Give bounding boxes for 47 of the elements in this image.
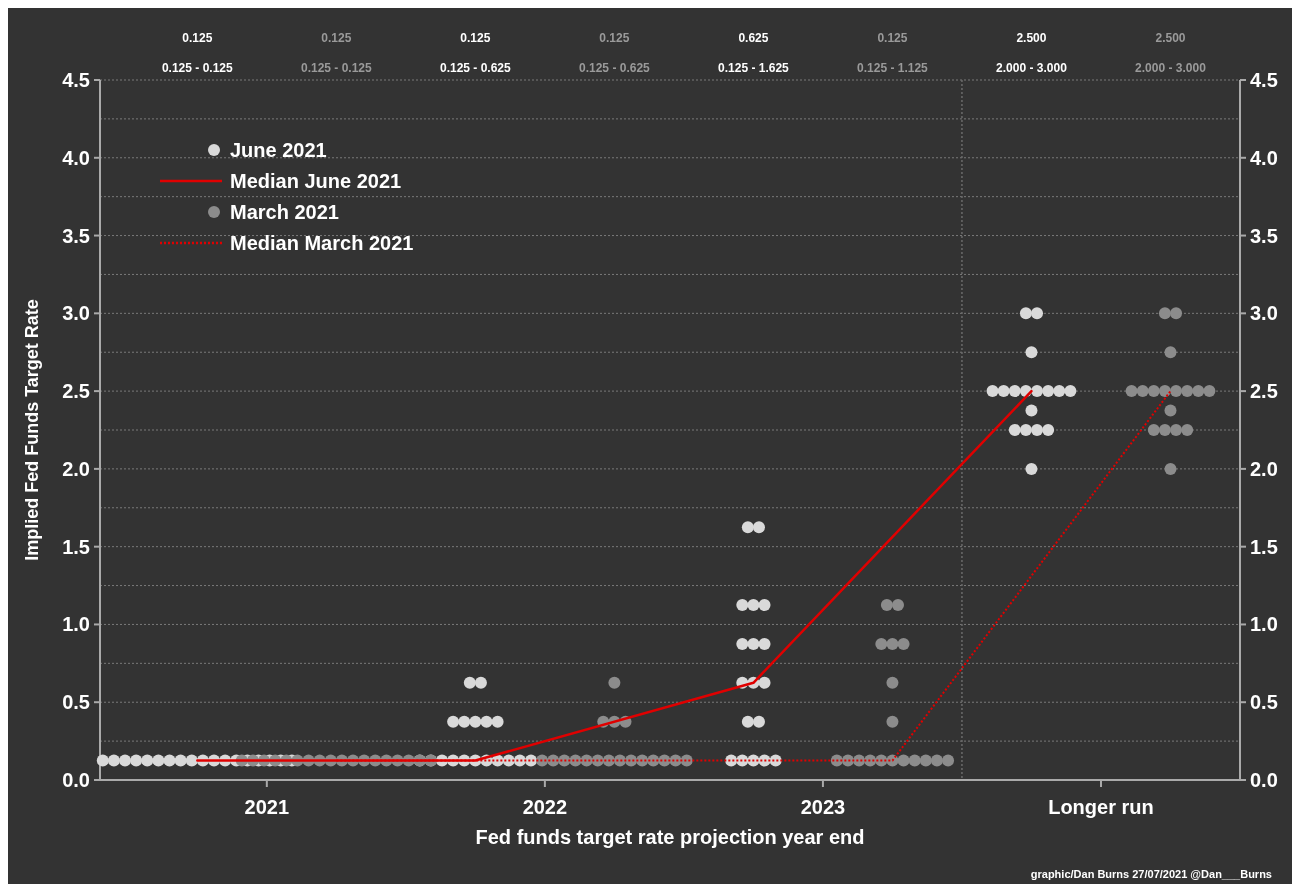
y-tick-label: 0.5 <box>62 691 90 714</box>
text: 2.000 - 3.000 <box>996 61 1068 75</box>
y-tick-label: 2.5 <box>62 380 90 403</box>
y2-tick-label: 0.0 <box>1250 769 1278 791</box>
y2-tick-label: 3.0 <box>1250 302 1278 325</box>
y2-tick-label: 4.0 <box>1250 146 1278 169</box>
text: 2.000 - 3.000 <box>1135 61 1207 75</box>
x-axis-title: Fed funds target rate projection year end <box>475 826 865 848</box>
y2-tick-label: 1.0 <box>1250 613 1278 636</box>
legend-label: March 2021 <box>230 201 339 223</box>
legend-label: Median March 2021 <box>230 232 414 254</box>
text: 0.125 <box>321 31 352 45</box>
text: 2.500 <box>1016 31 1047 45</box>
text: 0.125 - 0.125 <box>161 61 233 75</box>
x-tick-label: 2021 <box>244 796 290 818</box>
y2-tick-label: 4.5 <box>1250 69 1278 91</box>
x-tick-label: 2022 <box>522 796 568 818</box>
y2-tick-label: 1.5 <box>1250 535 1278 558</box>
text: 0.125 - 0.625 <box>440 61 512 75</box>
y-tick-label: 4.5 <box>62 69 90 91</box>
y2-tick-label: 3.5 <box>1250 224 1278 247</box>
x-tick-label: Longer run <box>1048 796 1154 818</box>
text: 2.500 <box>1155 31 1186 45</box>
text: 0.125 - 0.125 <box>300 61 373 75</box>
legend-label: June 2021 <box>230 139 327 161</box>
y-tick-label: 3.5 <box>62 224 90 247</box>
y-tick-label: 4.0 <box>62 146 90 169</box>
text: 0.125 <box>877 31 908 45</box>
legend-label: Median June 2021 <box>230 170 402 192</box>
x-tick-label: 2023 <box>800 796 846 818</box>
y-tick-label: 0.0 <box>62 769 90 791</box>
text: 0.125 <box>182 31 213 45</box>
text: 0.125 - 1.125 <box>857 61 929 75</box>
text: 0.125 <box>460 31 491 45</box>
y-tick-label: 1.0 <box>62 613 90 636</box>
y-tick-label: 3.0 <box>62 302 90 325</box>
y-tick-label: 2.0 <box>62 457 90 480</box>
y-tick-label: 1.5 <box>62 535 90 558</box>
y2-tick-label: 2.5 <box>1250 380 1278 403</box>
text: 0.125 - 0.625 <box>579 61 651 75</box>
y2-tick-label: 2.0 <box>1250 457 1278 480</box>
text: 0.125 - 1.625 <box>718 61 790 75</box>
text: graphic/Dan Burns 27/07/2021 @Dan___Burns <box>1030 868 1272 880</box>
y-axis-title: Implied Fed Funds Target Rate <box>22 299 42 561</box>
text: 0.625 <box>738 31 769 45</box>
text: 0.125 <box>599 31 630 45</box>
y2-tick-label: 0.5 <box>1250 691 1278 714</box>
